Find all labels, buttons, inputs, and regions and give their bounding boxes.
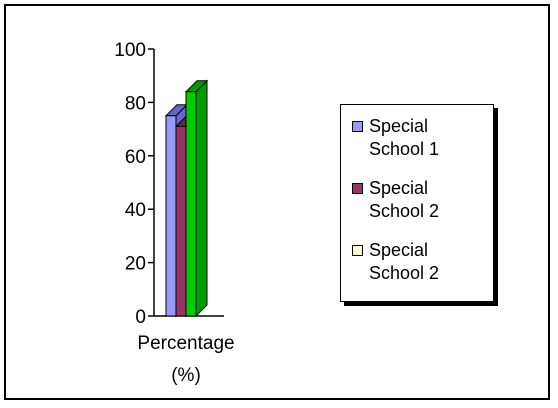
category-labels: Percentage (%) <box>137 333 234 386</box>
bar-side <box>195 79 208 318</box>
category-label: Percentage <box>137 333 234 354</box>
y-tick-label: 100 <box>114 40 146 61</box>
legend-label-3: Special School 2 <box>369 240 440 283</box>
legend-item-1: Special School 1 <box>352 115 459 161</box>
y-tick-label: 20 <box>125 254 146 275</box>
category-label: (%) <box>171 365 201 386</box>
bar-series-3 <box>184 79 209 318</box>
legend-label-1: Special School 1 <box>369 116 440 159</box>
legend-swatch-2 <box>352 183 363 194</box>
y-tick-labels: 0 20 40 60 80 100 <box>114 40 146 328</box>
y-tick-label: 0 <box>135 307 146 328</box>
chart-bars <box>164 79 209 318</box>
legend-swatch-3 <box>352 245 363 256</box>
y-tick-label: 60 <box>125 147 146 168</box>
legend-swatch-1 <box>352 121 363 132</box>
bar-front <box>185 91 197 317</box>
y-tick-label: 40 <box>125 200 146 221</box>
legend-item-2: Special School 2 <box>352 177 459 223</box>
chart-frame: 0 20 40 60 80 100 Percentage (%) Special Schoo… <box>4 4 550 400</box>
bar-front <box>175 125 187 317</box>
chart-legend: Special School 1 Special School 2 Specia… <box>340 104 494 302</box>
bar-chart: 0 20 40 60 80 100 Percentage (%) <box>114 40 234 386</box>
legend-label-2: Special School 2 <box>369 178 440 221</box>
bar-front <box>165 115 177 317</box>
y-tick-label: 80 <box>125 93 146 114</box>
legend-item-3: Special School 2 <box>352 239 459 285</box>
